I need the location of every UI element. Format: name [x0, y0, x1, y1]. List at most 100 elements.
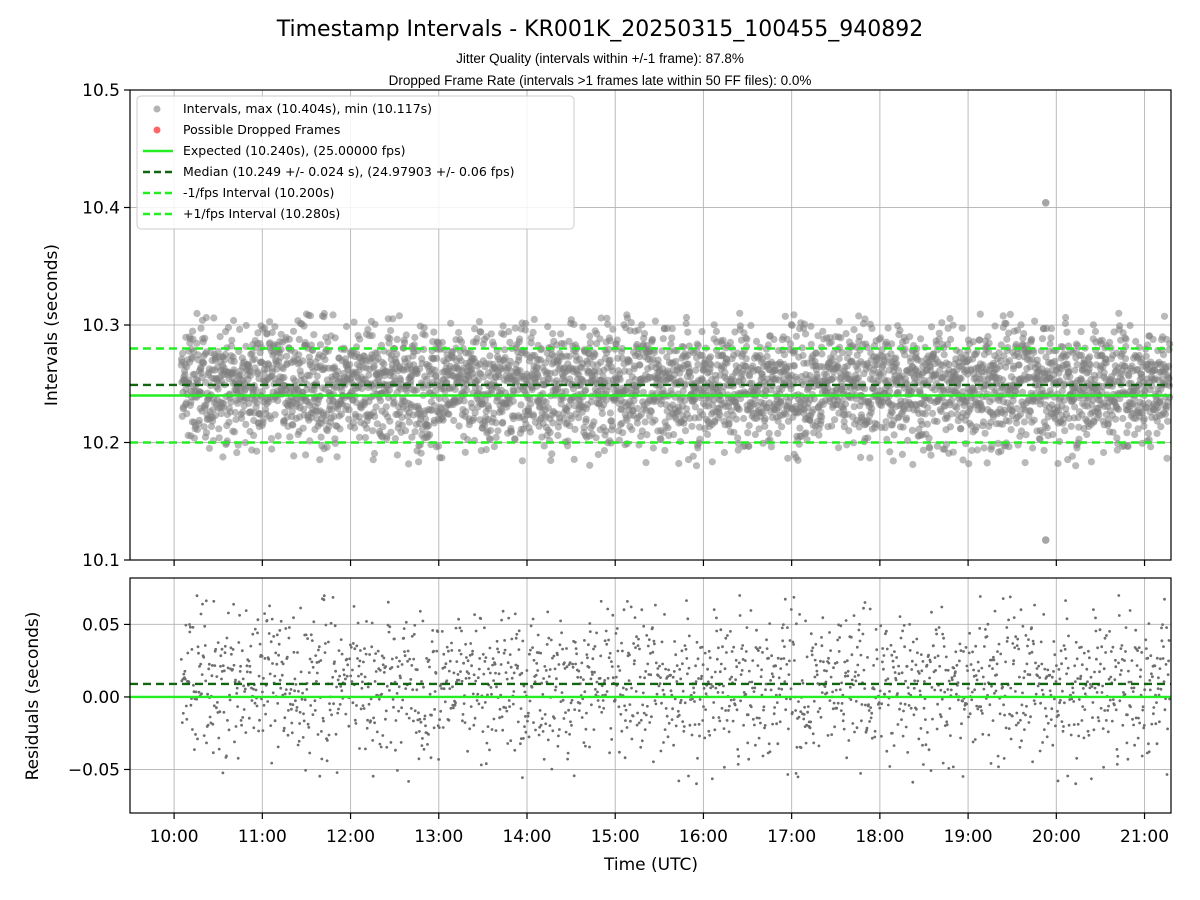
residual-point — [274, 651, 278, 655]
residual-point — [338, 674, 341, 678]
interval-point — [600, 447, 609, 455]
residual-point — [466, 659, 470, 663]
residual-point — [491, 657, 495, 660]
interval-point — [475, 318, 483, 326]
interval-point — [896, 326, 904, 334]
interval-point — [692, 366, 700, 374]
residual-point — [317, 645, 321, 649]
interval-point — [233, 449, 241, 457]
residual-point — [452, 671, 456, 675]
residual-point — [638, 647, 641, 651]
residual-point — [230, 652, 233, 656]
residual-point — [308, 657, 312, 661]
residual-point — [603, 679, 607, 682]
residual-point — [679, 701, 682, 705]
residual-point — [507, 699, 511, 702]
residual-point — [519, 707, 523, 710]
interval-point — [499, 322, 507, 330]
residual-point — [577, 669, 581, 673]
residual-point — [594, 688, 597, 691]
residual-point — [267, 657, 271, 661]
interval-point — [193, 339, 201, 347]
residual-point — [617, 705, 621, 709]
residual-point — [620, 641, 623, 645]
residual-point — [235, 686, 239, 690]
residual-point — [367, 702, 371, 706]
residual-point — [609, 727, 613, 730]
residual-point — [182, 672, 186, 676]
residual-point — [200, 692, 203, 696]
residual-point — [584, 727, 588, 731]
residual-point — [681, 720, 685, 723]
residual-point — [254, 688, 258, 692]
interval-point — [1020, 418, 1028, 426]
residual-point — [464, 677, 468, 680]
residual-point — [444, 662, 448, 666]
residual-point — [521, 776, 524, 779]
residual-point — [252, 726, 256, 730]
residual-point — [294, 699, 297, 703]
residual-point — [646, 662, 650, 666]
residual-point — [622, 608, 626, 612]
interval-point — [781, 312, 789, 320]
residual-point — [643, 728, 647, 731]
interval-point — [598, 409, 606, 418]
residual-point — [610, 738, 614, 741]
interval-point — [271, 323, 279, 331]
residual-point — [520, 671, 524, 675]
interval-point — [424, 422, 433, 430]
interval-point — [565, 352, 574, 360]
interval-point — [777, 397, 785, 405]
residual-point — [441, 726, 445, 729]
residual-point — [583, 639, 586, 642]
residual-point — [614, 675, 618, 679]
residual-point — [499, 663, 503, 666]
interval-point — [1040, 446, 1048, 454]
residual-point — [593, 670, 596, 674]
interval-point — [774, 417, 782, 425]
interval-point — [761, 415, 769, 423]
interval-point — [376, 397, 385, 405]
interval-point — [455, 328, 463, 337]
residual-point — [291, 703, 295, 707]
residual-point — [681, 689, 685, 693]
residual-point — [304, 768, 307, 772]
interval-point — [187, 398, 195, 406]
residual-point — [588, 745, 591, 749]
residual-point — [686, 617, 690, 621]
residual-point — [391, 698, 395, 701]
residual-point — [573, 640, 577, 644]
residual-point — [373, 721, 376, 725]
residual-point — [561, 647, 564, 651]
interval-point — [1140, 422, 1148, 430]
residual-point — [566, 751, 570, 755]
residual-point — [190, 648, 194, 651]
interval-point — [692, 462, 701, 470]
interval-point — [898, 450, 907, 458]
interval-point — [834, 444, 843, 452]
residual-point — [548, 668, 552, 671]
residual-point — [483, 660, 487, 663]
residual-point — [674, 724, 678, 728]
residual-point — [327, 733, 331, 737]
residual-point — [349, 674, 353, 678]
interval-point — [227, 342, 235, 350]
interval-point — [802, 330, 810, 338]
interval-point — [1077, 328, 1085, 336]
residual-point — [219, 664, 222, 668]
residual-point — [490, 728, 494, 731]
residual-point — [683, 644, 687, 647]
residual-point — [465, 656, 468, 659]
interval-point — [303, 381, 311, 389]
interval-point — [623, 416, 631, 424]
residual-point — [473, 613, 476, 616]
interval-point — [866, 454, 874, 462]
interval-point — [752, 337, 761, 345]
interval-point — [393, 335, 401, 343]
residual-point — [529, 624, 533, 628]
residual-point — [625, 726, 629, 729]
interval-point — [230, 357, 238, 365]
interval-point — [398, 421, 406, 429]
residual-point — [512, 690, 516, 693]
